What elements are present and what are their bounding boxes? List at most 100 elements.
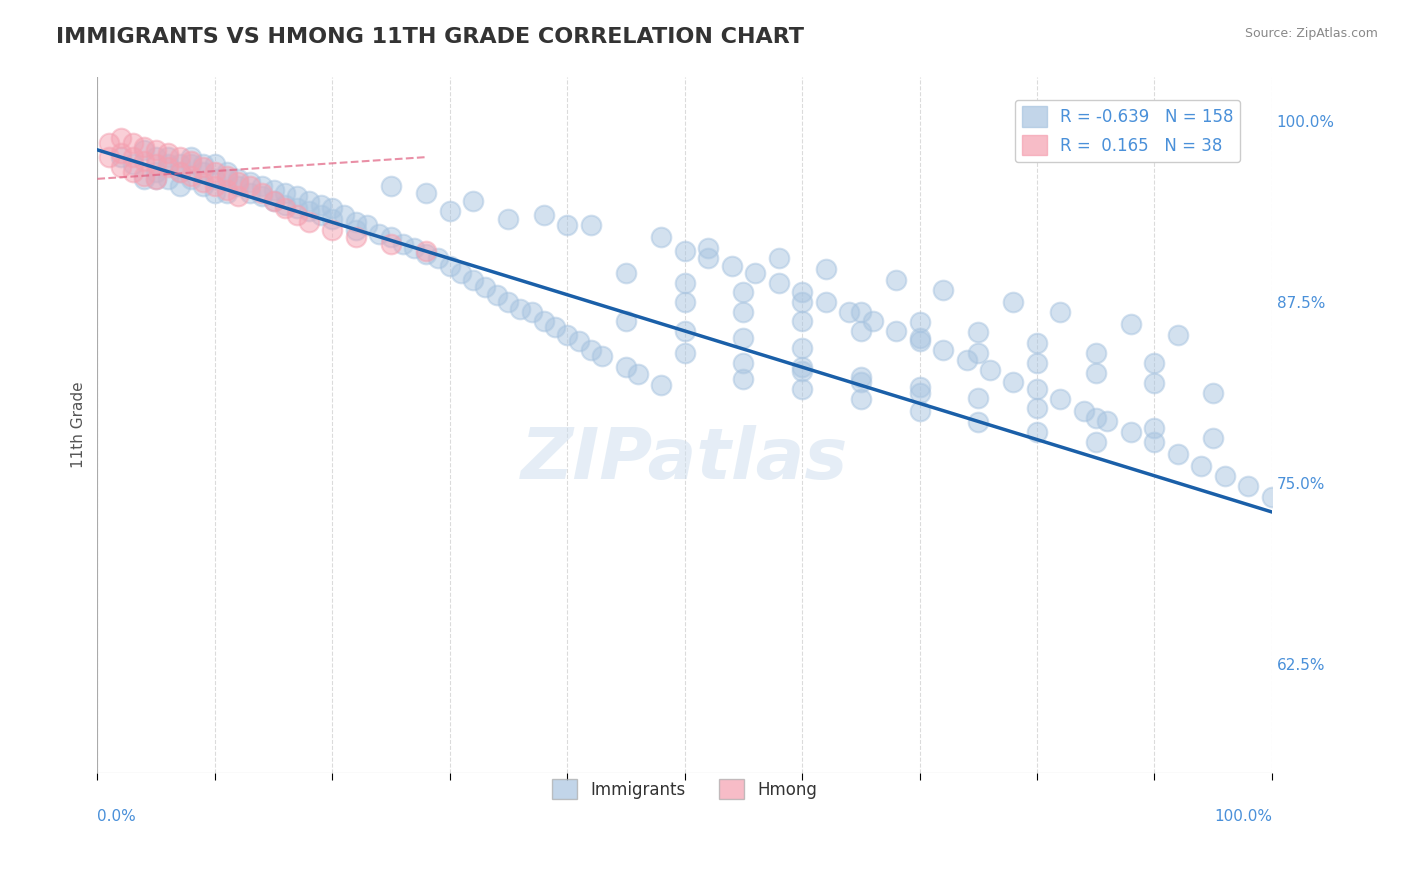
Point	[1084, 366, 1107, 380]
Point	[250, 179, 273, 194]
Point	[1084, 435, 1107, 450]
Point	[110, 150, 132, 164]
Point	[404, 241, 426, 255]
Point	[180, 154, 202, 169]
Point	[169, 164, 191, 178]
Point	[1119, 317, 1142, 331]
Point	[768, 252, 790, 266]
Point	[110, 160, 132, 174]
Point	[226, 179, 249, 194]
Point	[979, 363, 1001, 377]
Point	[226, 171, 249, 186]
Point	[1026, 382, 1049, 396]
Point	[250, 189, 273, 203]
Point	[98, 150, 121, 164]
Point	[790, 295, 813, 310]
Point	[1049, 305, 1071, 319]
Text: 100.0%: 100.0%	[1213, 809, 1272, 824]
Point	[156, 157, 179, 171]
Point	[1097, 414, 1119, 428]
Point	[555, 218, 578, 232]
Point	[215, 183, 238, 197]
Point	[614, 266, 637, 280]
Point	[720, 259, 742, 273]
Point	[1002, 295, 1025, 310]
Point	[98, 136, 121, 150]
Point	[967, 415, 990, 429]
Point	[568, 334, 591, 348]
Point	[415, 247, 437, 261]
Point	[427, 252, 450, 266]
Point	[169, 150, 191, 164]
Point	[849, 370, 872, 384]
Point	[380, 229, 402, 244]
Point	[121, 157, 143, 171]
Point	[1084, 410, 1107, 425]
Point	[1261, 491, 1284, 505]
Text: IMMIGRANTS VS HMONG 11TH GRADE CORRELATION CHART: IMMIGRANTS VS HMONG 11TH GRADE CORRELATI…	[56, 27, 804, 46]
Point	[121, 150, 143, 164]
Point	[627, 368, 650, 382]
Point	[285, 189, 308, 203]
Point	[650, 377, 672, 392]
Point	[415, 186, 437, 201]
Point	[391, 237, 413, 252]
Point	[1002, 375, 1025, 389]
Point	[180, 150, 202, 164]
Point	[356, 218, 378, 232]
Point	[555, 328, 578, 343]
Y-axis label: 11th Grade: 11th Grade	[72, 382, 86, 468]
Point	[380, 179, 402, 194]
Point	[321, 201, 343, 215]
Point	[579, 343, 602, 357]
Point	[380, 237, 402, 252]
Point	[1167, 447, 1189, 461]
Point	[744, 266, 766, 280]
Point	[485, 287, 508, 301]
Point	[239, 179, 262, 194]
Point	[1049, 392, 1071, 406]
Point	[204, 186, 226, 201]
Point	[544, 319, 567, 334]
Point	[145, 143, 167, 157]
Point	[439, 203, 461, 218]
Point	[450, 266, 472, 280]
Point	[263, 183, 285, 197]
Point	[790, 382, 813, 396]
Point	[169, 157, 191, 171]
Point	[1237, 479, 1260, 493]
Point	[498, 212, 520, 227]
Point	[439, 259, 461, 273]
Point	[908, 380, 931, 394]
Point	[884, 273, 907, 287]
Point	[908, 403, 931, 417]
Point	[204, 157, 226, 171]
Point	[110, 145, 132, 160]
Point	[838, 305, 860, 319]
Point	[849, 375, 872, 389]
Point	[344, 229, 367, 244]
Point	[1202, 386, 1225, 401]
Point	[344, 215, 367, 229]
Point	[134, 154, 156, 169]
Point	[321, 212, 343, 227]
Point	[110, 131, 132, 145]
Legend: Immigrants, Hmong: Immigrants, Hmong	[546, 772, 824, 806]
Point	[673, 244, 696, 259]
Point	[849, 324, 872, 338]
Point	[533, 314, 555, 328]
Point	[1213, 468, 1236, 483]
Point	[814, 261, 837, 276]
Point	[169, 164, 191, 178]
Point	[215, 169, 238, 183]
Point	[156, 150, 179, 164]
Point	[498, 295, 520, 310]
Point	[733, 331, 755, 345]
Point	[579, 218, 602, 232]
Point	[614, 314, 637, 328]
Point	[814, 295, 837, 310]
Point	[932, 343, 955, 357]
Point	[191, 160, 214, 174]
Point	[285, 208, 308, 222]
Point	[191, 157, 214, 171]
